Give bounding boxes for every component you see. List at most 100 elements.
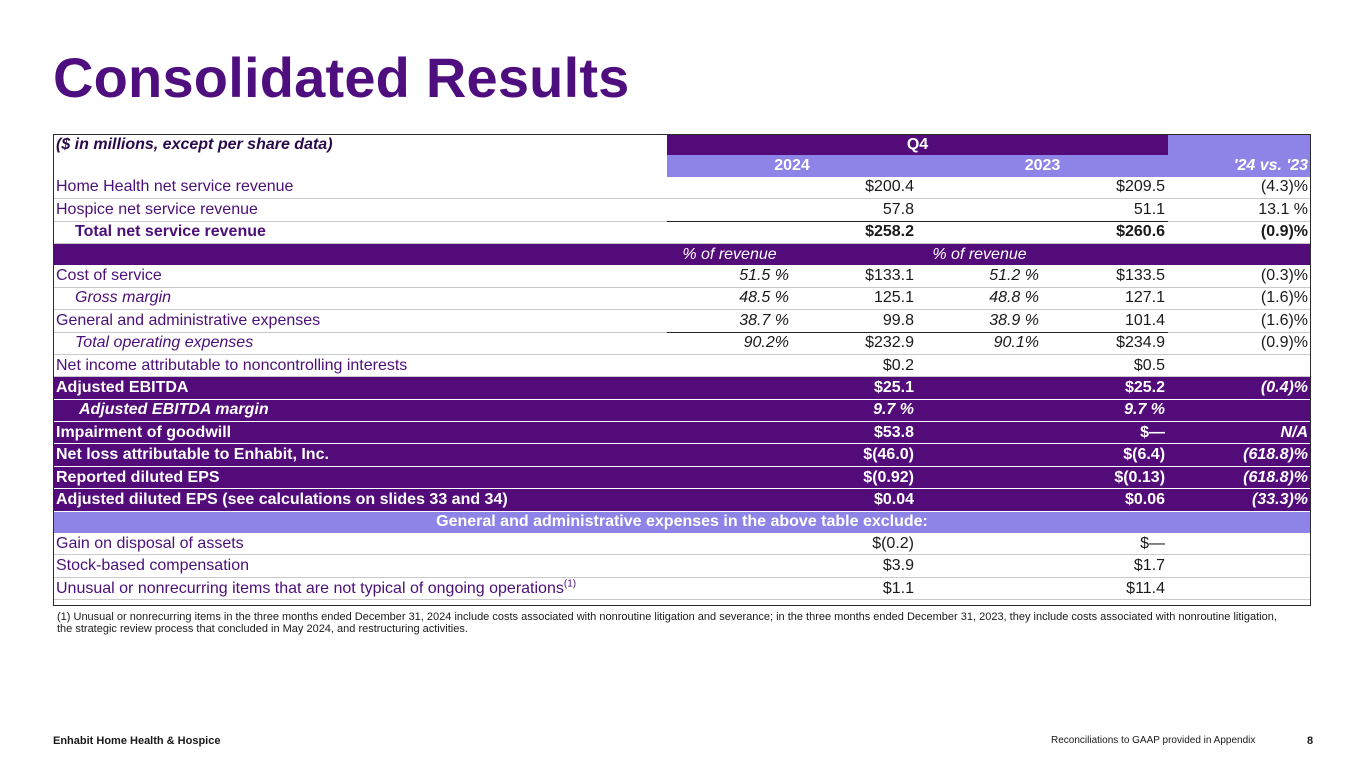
table-row-highlight: Reported diluted EPS $(0.92) $(0.13) (61… (53, 466, 1312, 490)
header-row-period: ($ in millions, except per share data) Q… (53, 134, 1312, 156)
variance: (33.3)% (1168, 488, 1312, 512)
table-row-total: Total net service revenue $258.2 $260.6 … (53, 221, 1312, 244)
exclusions-header-row: General and administrative expenses in t… (53, 511, 1312, 534)
value-2023: $234.9 (1042, 332, 1169, 355)
value-2024: 57.8 (667, 198, 917, 222)
table-row: Cost of service 51.5 % $133.1 51.2 % $13… (53, 265, 1312, 288)
value-2023: $(0.13) (917, 466, 1169, 490)
row-label: Impairment of goodwill (53, 421, 667, 445)
footer-note: Reconciliations to GAAP provided in Appe… (1051, 735, 1256, 746)
table-row: Total operating expenses 90.2% $232.9 90… (53, 332, 1312, 355)
value-2023: $— (917, 421, 1169, 445)
value-2023: $133.5 (1042, 265, 1169, 288)
pct-label-2023: % of revenue (917, 243, 1042, 266)
row-label: Hospice net service revenue (53, 198, 667, 222)
value-2024: 99.8 (792, 309, 917, 333)
variance: (0.9)% (1168, 221, 1312, 244)
row-label: Total operating expenses (53, 332, 667, 355)
pct-2024: 48.5 % (667, 286, 792, 311)
row-label: Gain on disposal of assets (53, 533, 667, 556)
footnote: (1) Unusual or nonrecurring items in the… (57, 611, 1277, 635)
value-2024: 125.1 (792, 286, 917, 311)
exclusions-header: General and administrative expenses in t… (53, 511, 1312, 534)
value-2024: $25.1 (667, 376, 917, 400)
row-label: Adjusted EBITDA margin (53, 399, 667, 423)
row-label: Net loss attributable to Enhabit, Inc. (53, 443, 667, 467)
value-2024: $258.2 (667, 221, 917, 244)
pct-2024: 38.7 % (667, 309, 792, 333)
value-2023: $1.7 (917, 554, 1169, 578)
variance: (0.4)% (1168, 376, 1312, 400)
variance-header: '24 vs. '23 (1168, 155, 1312, 177)
row-label: Home Health net service revenue (53, 176, 667, 200)
value-2023: 101.4 (1042, 309, 1169, 333)
table-row-highlight: Adjusted EBITDA $25.1 $25.2 (0.4)% (53, 376, 1312, 400)
variance (1168, 354, 1312, 378)
variance: (618.8)% (1168, 466, 1312, 490)
pct-2023: 51.2 % (917, 265, 1042, 288)
value-2024: 9.7 % (667, 399, 917, 423)
table-row-highlight: Adjusted EBITDA margin 9.7 % 9.7 % (53, 399, 1312, 423)
year-2023-header: 2023 (917, 155, 1169, 177)
table-row: Hospice net service revenue 57.8 51.1 13… (53, 198, 1312, 222)
row-label: Gross margin (53, 287, 667, 311)
footer-company: Enhabit Home Health & Hospice (53, 735, 221, 747)
value-2023: $0.06 (917, 488, 1169, 512)
variance: (1.6)% (1168, 286, 1312, 311)
row-label: Adjusted diluted EPS (see calculations o… (53, 488, 667, 512)
page-number: 8 (1307, 735, 1314, 747)
table-row: Net income attributable to noncontrollin… (53, 354, 1312, 378)
value-2024: $(0.92) (667, 466, 917, 490)
value-2024: $0.2 (667, 354, 917, 378)
units-caption: ($ in millions, except per share data) (56, 135, 333, 153)
value-2023: $260.6 (917, 221, 1169, 244)
table-row: Gross margin 48.5 % 125.1 48.8 % 127.1 (… (53, 286, 1312, 311)
header-row-years: 2024 2023 '24 vs. '23 (53, 155, 1312, 177)
table-row-highlight: Net loss attributable to Enhabit, Inc. $… (53, 443, 1312, 467)
table-row: Stock-based compensation $3.9 $1.7 (53, 554, 1312, 578)
pct-2023: 48.8 % (917, 286, 1042, 311)
row-label: Total net service revenue (53, 221, 667, 244)
row-label: Net income attributable to noncontrollin… (53, 354, 667, 378)
row-label: Adjusted EBITDA (53, 376, 667, 400)
variance (1168, 399, 1312, 423)
pct-2024: 51.5 % (667, 265, 792, 288)
row-label: Unusual or nonrecurring items that are n… (56, 579, 564, 597)
row-label-cell: Unusual or nonrecurring items that are n… (53, 577, 667, 601)
table-row-highlight: Impairment of goodwill $53.8 $— N/A (53, 421, 1312, 445)
value-2024: $(0.2) (667, 533, 917, 556)
page-title: Consolidated Results (53, 46, 630, 109)
value-2024: $200.4 (667, 176, 917, 200)
value-2023: 127.1 (1042, 286, 1169, 311)
value-2024: $(46.0) (667, 443, 917, 467)
row-label: General and administrative expenses (53, 309, 667, 333)
table-row: Home Health net service revenue $200.4 $… (53, 176, 1312, 200)
variance: (618.8)% (1168, 443, 1312, 467)
table-row: Gain on disposal of assets $(0.2) $— (53, 533, 1312, 556)
row-label: Reported diluted EPS (53, 466, 667, 490)
pct-label-2024: % of revenue (667, 243, 792, 266)
variance: 13.1 % (1168, 198, 1312, 222)
variance: (4.3)% (1168, 176, 1312, 200)
table-row-highlight: Adjusted diluted EPS (see calculations o… (53, 488, 1312, 512)
table-row: Unusual or nonrecurring items that are n… (53, 577, 1312, 601)
pct-header-row: % of revenue % of revenue (53, 243, 1312, 266)
value-2024: $232.9 (792, 332, 917, 355)
value-2024: $3.9 (667, 554, 917, 578)
value-2023: 9.7 % (917, 399, 1169, 423)
year-2024-header: 2024 (667, 155, 917, 177)
table-row: General and administrative expenses 38.7… (53, 309, 1312, 333)
pct-2024: 90.2% (667, 332, 792, 355)
pct-2023: 38.9 % (917, 309, 1042, 333)
row-label: Cost of service (53, 265, 667, 288)
footnote-ref: (1) (563, 578, 577, 590)
value-2023: $— (917, 533, 1169, 556)
value-2024: $0.04 (667, 488, 917, 512)
variance: N/A (1168, 421, 1312, 445)
period-header: Q4 (667, 134, 1169, 156)
variance: (1.6)% (1168, 309, 1312, 333)
value-2024: $1.1 (667, 577, 917, 601)
value-2023: $25.2 (917, 376, 1169, 400)
value-2024: $133.1 (792, 265, 917, 288)
row-label: Stock-based compensation (53, 554, 667, 578)
